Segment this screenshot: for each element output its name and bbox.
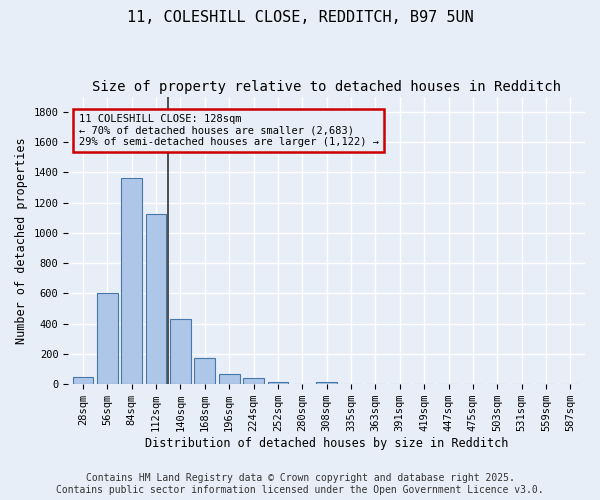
Text: 11 COLESHILL CLOSE: 128sqm
← 70% of detached houses are smaller (2,683)
29% of s: 11 COLESHILL CLOSE: 128sqm ← 70% of deta… — [79, 114, 379, 147]
Bar — [73, 376, 93, 384]
Text: 11, COLESHILL CLOSE, REDDITCH, B97 5UN: 11, COLESHILL CLOSE, REDDITCH, B97 5UN — [127, 10, 473, 25]
Bar — [97, 292, 118, 384]
Bar — [243, 378, 264, 384]
Bar — [146, 214, 166, 384]
Bar — [194, 358, 215, 384]
Bar — [316, 382, 337, 384]
Title: Size of property relative to detached houses in Redditch: Size of property relative to detached ho… — [92, 80, 561, 94]
Bar — [170, 319, 191, 384]
Text: Contains HM Land Registry data © Crown copyright and database right 2025.
Contai: Contains HM Land Registry data © Crown c… — [56, 474, 544, 495]
Bar — [219, 374, 239, 384]
Bar — [121, 178, 142, 384]
Y-axis label: Number of detached properties: Number of detached properties — [15, 137, 28, 344]
Bar — [268, 382, 288, 384]
X-axis label: Distribution of detached houses by size in Redditch: Distribution of detached houses by size … — [145, 437, 508, 450]
